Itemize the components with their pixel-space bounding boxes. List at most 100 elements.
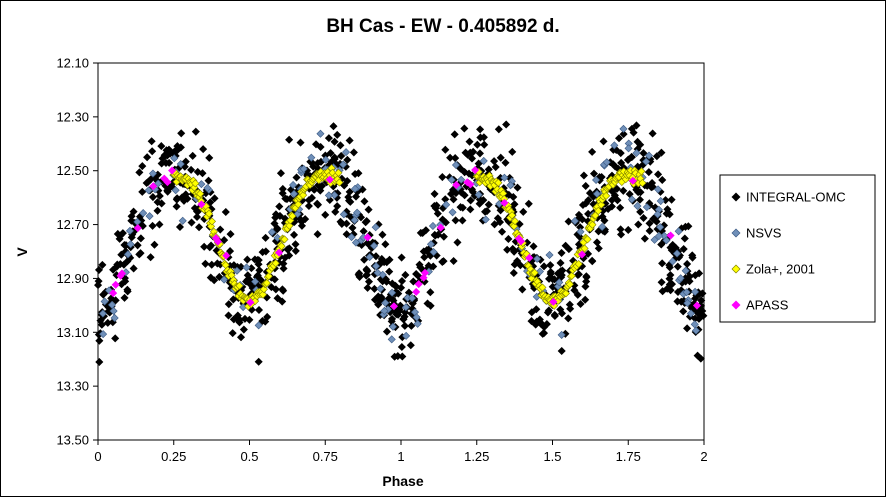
- data-point: [574, 270, 583, 279]
- data-point: [627, 152, 636, 161]
- data-point: [673, 262, 682, 271]
- data-point: [549, 297, 558, 306]
- data-point: [447, 175, 456, 184]
- data-point: [490, 220, 499, 229]
- data-point: [382, 327, 391, 336]
- data-point: [329, 122, 338, 131]
- data-point: [146, 253, 155, 262]
- data-point: [627, 124, 636, 133]
- data-point: [594, 244, 603, 253]
- data-point: [654, 185, 663, 194]
- data-point: [658, 259, 667, 268]
- data-point: [348, 223, 357, 232]
- data-point: [373, 268, 382, 277]
- data-point: [421, 226, 430, 235]
- data-point: [399, 315, 408, 324]
- data-point: [330, 137, 339, 146]
- data-point: [250, 255, 259, 264]
- data-point: [150, 240, 159, 249]
- data-point: [254, 305, 264, 315]
- data-point: [519, 207, 528, 216]
- data-point: [314, 200, 323, 209]
- data-point: [221, 207, 230, 216]
- data-point: [550, 310, 559, 319]
- data-point: [280, 235, 289, 244]
- data-point: [123, 257, 132, 266]
- data-point: [211, 234, 220, 243]
- data-point: [668, 257, 677, 266]
- data-point: [204, 176, 213, 185]
- data-point: [615, 134, 624, 143]
- data-point: [172, 146, 181, 155]
- data-point: [254, 321, 263, 330]
- data-point: [372, 262, 381, 271]
- data-point: [546, 268, 555, 277]
- data-point: [652, 152, 661, 161]
- data-point: [172, 202, 181, 211]
- data-point: [406, 341, 415, 350]
- data-point: [147, 137, 156, 146]
- data-point: [127, 212, 136, 221]
- data-point: [112, 262, 121, 271]
- data-point: [481, 215, 490, 224]
- data-point: [407, 321, 416, 330]
- data-point: [691, 287, 700, 296]
- data-point: [191, 127, 200, 136]
- data-point: [635, 195, 644, 204]
- data-point: [451, 160, 461, 170]
- data-point: [495, 218, 505, 227]
- plot-area: [97, 62, 705, 441]
- data-point: [321, 210, 330, 219]
- data-point: [557, 346, 566, 355]
- data-point: [226, 247, 235, 256]
- data-point: [674, 227, 683, 236]
- data-point: [509, 222, 519, 231]
- data-point: [187, 218, 196, 227]
- data-point: [567, 271, 576, 280]
- x-tick-label: 0.5: [240, 449, 258, 464]
- data-point: [304, 196, 313, 205]
- x-tick-label: 0.25: [161, 449, 186, 464]
- data-point: [388, 322, 398, 331]
- data-point: [666, 271, 675, 280]
- data-point: [467, 185, 476, 194]
- data-point: [508, 244, 517, 253]
- data-point: [653, 210, 662, 219]
- data-point: [532, 317, 541, 326]
- data-point: [297, 217, 306, 226]
- data-point: [228, 329, 237, 338]
- data-point: [316, 129, 325, 138]
- data-point: [148, 221, 157, 230]
- data-point: [354, 169, 363, 178]
- data-point: [585, 189, 594, 198]
- data-point: [278, 184, 287, 193]
- data-point: [447, 189, 456, 198]
- data-point: [508, 211, 517, 220]
- data-point: [645, 226, 654, 235]
- data-point: [451, 154, 460, 163]
- data-point: [475, 149, 484, 158]
- data-point: [662, 236, 671, 245]
- data-point: [636, 188, 645, 197]
- data-point: [581, 282, 590, 291]
- data-point: [438, 173, 447, 182]
- data-point: [118, 229, 127, 238]
- data-point: [527, 317, 536, 326]
- data-point: [246, 298, 255, 307]
- data-point: [636, 207, 645, 216]
- data-point: [143, 153, 152, 162]
- data-point: [98, 309, 107, 318]
- data-point: [99, 290, 108, 299]
- data-point: [632, 148, 641, 157]
- data-point: [610, 141, 619, 150]
- data-point: [178, 216, 187, 225]
- y-tick-label: 12.90: [56, 271, 89, 286]
- data-point: [144, 177, 153, 187]
- data-point: [557, 330, 566, 339]
- data-point: [363, 266, 372, 275]
- data-point: [429, 248, 438, 257]
- data-point: [380, 306, 389, 315]
- data-point: [175, 222, 184, 232]
- data-point: [498, 227, 507, 236]
- data-point: [340, 181, 349, 190]
